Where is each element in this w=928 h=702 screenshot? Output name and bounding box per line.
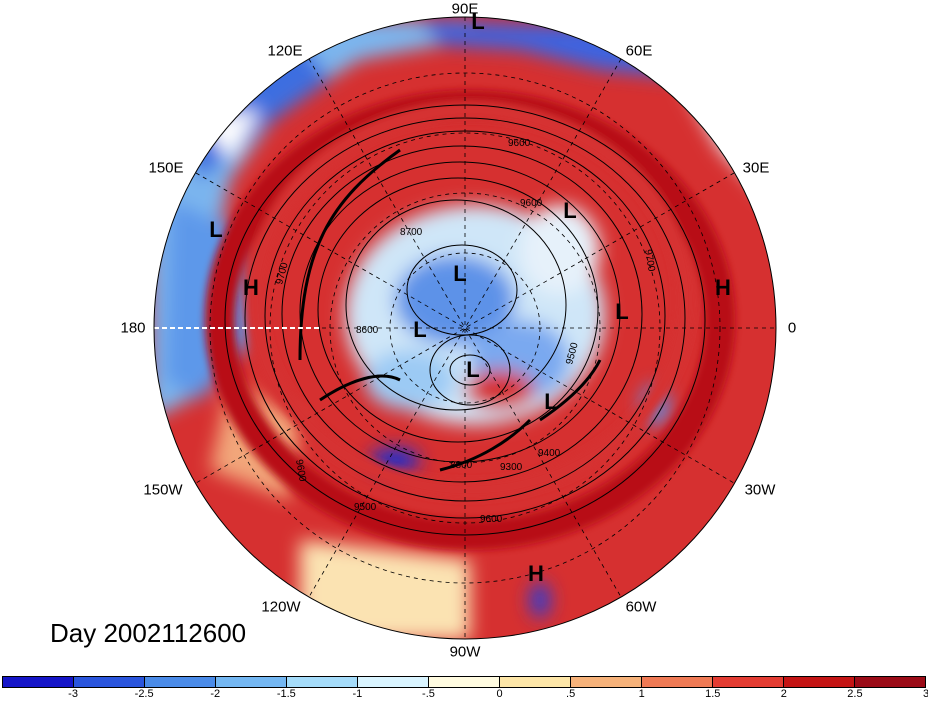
lon-label: 150E xyxy=(148,159,184,177)
low-marker: L xyxy=(453,261,467,286)
low-marker: L xyxy=(466,357,480,382)
colorbar-swatch xyxy=(713,677,784,687)
colorbar-tick-label: -.5 xyxy=(422,688,435,700)
lon-label: 60E xyxy=(625,42,653,60)
low-marker: L xyxy=(471,9,485,34)
contour-label: 9600 xyxy=(293,459,308,483)
colorbar-tick-label: 3 xyxy=(922,688,928,700)
colorbar-tick-label: 0 xyxy=(496,688,503,700)
colorbar-swatch xyxy=(216,677,287,687)
lon-label: 30E xyxy=(742,159,770,177)
lon-label: 30W xyxy=(744,481,776,499)
date-label: Day 2002112600 xyxy=(50,618,247,648)
contour-label: 9600 xyxy=(508,138,531,149)
contour-label: 9400 xyxy=(538,448,561,459)
colorbar-swatch xyxy=(571,677,642,687)
colorbar-tick-label: -1 xyxy=(352,688,363,700)
colorbar-tick-label: -3 xyxy=(68,688,78,700)
lon-label: 60W xyxy=(625,598,657,616)
contour-label: 9600 xyxy=(480,514,503,525)
colorbar-swatch xyxy=(855,677,925,687)
colorbar-tick-label: -2.5 xyxy=(134,688,154,700)
colorbar-swatch xyxy=(784,677,855,687)
colorbar-swatch xyxy=(3,677,74,687)
low-marker: L xyxy=(413,317,427,342)
low-marker: L xyxy=(615,299,629,324)
low-marker: L xyxy=(209,217,223,242)
colorbar-tick-label: 2 xyxy=(780,688,787,700)
colorbar xyxy=(2,676,926,688)
lon-label: 120E xyxy=(267,42,303,60)
lon-label: 120W xyxy=(261,598,301,616)
lon-label: 90W xyxy=(449,643,481,661)
colorbar-swatch xyxy=(287,677,358,687)
colorbar-tick-label: 1 xyxy=(638,688,645,700)
lon-label: 150W xyxy=(143,481,183,499)
lon-label: 90E xyxy=(451,0,479,18)
low-marker: L xyxy=(563,198,577,223)
contour-label: 9600 xyxy=(520,198,543,209)
colorbar-tick-label: -1.5 xyxy=(276,688,296,700)
colorbar-tick-label: 2.5 xyxy=(847,688,863,700)
contour-label: 9300 xyxy=(500,462,523,473)
contour-label: 8700 xyxy=(400,227,423,238)
lon-label: 0 xyxy=(787,319,797,337)
colorbar-tick-label: -2 xyxy=(210,688,221,700)
contour-label: 9700 xyxy=(642,249,657,273)
colorbar-tick-label: .5 xyxy=(566,688,576,700)
colorbar-swatch xyxy=(500,677,571,687)
colorbar-swatch xyxy=(358,677,429,687)
contour-label: 8800 xyxy=(450,460,473,471)
low-marker: L xyxy=(544,389,558,414)
high-marker: H xyxy=(715,275,731,300)
contour-label: 8600 xyxy=(356,325,379,336)
high-marker: H xyxy=(243,275,259,300)
colorbar-swatch xyxy=(642,677,713,687)
contour-label: 9500 xyxy=(354,502,377,513)
high-marker: H xyxy=(528,561,544,586)
lon-label: 180 xyxy=(120,319,146,337)
colorbar-swatch xyxy=(74,677,145,687)
colorbar-swatch xyxy=(429,677,500,687)
colorbar-swatch xyxy=(145,677,216,687)
colorbar-tick-label: 1.5 xyxy=(705,688,721,700)
